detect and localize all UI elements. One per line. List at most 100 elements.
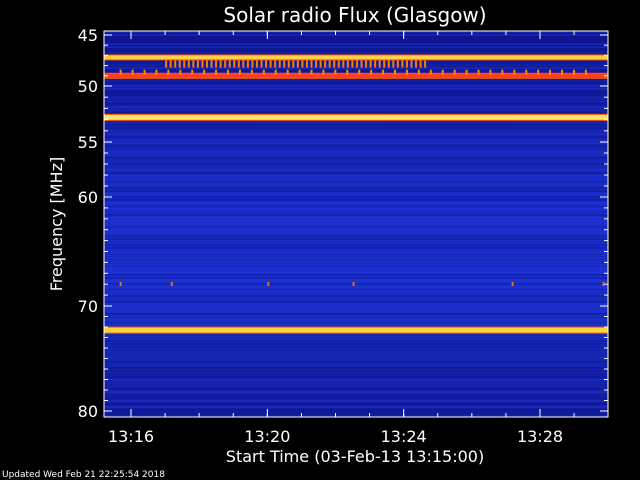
noise-stripe bbox=[104, 196, 608, 198]
y-tick-label: 60 bbox=[78, 188, 98, 207]
noise-stripe bbox=[104, 412, 608, 414]
burst-marker bbox=[305, 60, 308, 68]
noise-stripe bbox=[104, 391, 608, 393]
burst-marker bbox=[394, 69, 397, 75]
noise-stripes bbox=[104, 31, 608, 417]
noise-stripe bbox=[104, 187, 608, 189]
bright-spot bbox=[511, 282, 514, 287]
noise-stripe bbox=[104, 397, 608, 399]
noise-stripe bbox=[104, 166, 608, 168]
noise-stripe bbox=[104, 283, 608, 285]
burst-marker bbox=[119, 69, 122, 75]
x-tick-label: 13:16 bbox=[108, 427, 154, 446]
noise-stripe bbox=[104, 229, 608, 231]
burst-marker bbox=[286, 69, 289, 75]
emission-band bbox=[104, 114, 608, 120]
noise-stripe bbox=[104, 100, 608, 102]
burst-marker bbox=[274, 60, 277, 68]
burst-marker bbox=[131, 69, 134, 75]
bright-spot bbox=[170, 282, 173, 287]
burst-marker bbox=[187, 60, 190, 68]
burst-marker bbox=[351, 60, 354, 68]
burst-marker bbox=[287, 60, 290, 68]
burst-marker bbox=[501, 69, 504, 75]
noise-stripe bbox=[104, 358, 608, 360]
noise-stripe bbox=[104, 250, 608, 252]
noise-stripe bbox=[104, 217, 608, 219]
burst-marker bbox=[298, 69, 301, 75]
noise-stripe bbox=[104, 202, 608, 204]
noise-stripe bbox=[104, 205, 608, 207]
noise-stripe bbox=[104, 310, 608, 312]
burst-marker bbox=[319, 60, 322, 68]
burst-marker bbox=[429, 69, 432, 75]
burst-marker bbox=[346, 69, 349, 75]
burst-marker bbox=[274, 69, 277, 75]
burst-marker bbox=[262, 69, 265, 75]
burst-marker bbox=[382, 69, 385, 75]
plot-frame bbox=[103, 30, 609, 418]
noise-stripe bbox=[104, 175, 608, 177]
plot-background bbox=[104, 31, 608, 417]
burst-marker bbox=[392, 60, 395, 68]
bright-spot bbox=[352, 282, 355, 287]
noise-stripe bbox=[104, 193, 608, 195]
noise-stripe bbox=[104, 67, 608, 69]
noise-stripe bbox=[104, 346, 608, 348]
burst-marker bbox=[419, 60, 422, 68]
x-tick-label: 13:20 bbox=[244, 427, 290, 446]
burst-marker bbox=[405, 69, 408, 75]
burst-marker bbox=[572, 69, 575, 75]
noise-stripe bbox=[104, 349, 608, 351]
burst-marker bbox=[174, 60, 177, 68]
noise-stripe bbox=[104, 268, 608, 270]
noise-stripe bbox=[104, 415, 608, 417]
noise-stripe bbox=[104, 124, 608, 126]
x-tick-label: 13:24 bbox=[381, 427, 427, 446]
noise-stripe bbox=[104, 88, 608, 90]
noise-stripe bbox=[104, 43, 608, 45]
burst-marker bbox=[167, 69, 170, 75]
noise-stripe bbox=[104, 355, 608, 357]
noise-stripe bbox=[104, 112, 608, 114]
noise-stripe bbox=[104, 154, 608, 156]
noise-stripe bbox=[104, 292, 608, 294]
noise-stripe bbox=[104, 241, 608, 243]
burst-marker bbox=[337, 60, 340, 68]
burst-marker bbox=[155, 69, 158, 75]
burst-marker bbox=[265, 60, 268, 68]
noise-stripe bbox=[104, 289, 608, 291]
noise-stripe bbox=[104, 259, 608, 261]
noise-stripe bbox=[104, 34, 608, 36]
noise-stripe bbox=[104, 265, 608, 267]
noise-stripe bbox=[104, 223, 608, 225]
burst-marker bbox=[383, 60, 386, 68]
burst-marker bbox=[192, 60, 195, 68]
updated-timestamp: Updated Wed Feb 21 22:25:54 2018 bbox=[2, 470, 165, 480]
burst-marker bbox=[584, 69, 587, 75]
burst-marker bbox=[301, 60, 304, 68]
noise-stripe bbox=[104, 121, 608, 123]
emission-band bbox=[104, 55, 608, 60]
burst-marker bbox=[315, 60, 318, 68]
burst-marker bbox=[360, 60, 363, 68]
x-axis: 13:16 13:20 13:24 13:28 bbox=[108, 31, 575, 446]
noise-stripe bbox=[104, 127, 608, 129]
burst-marker bbox=[169, 60, 172, 68]
noise-stripe bbox=[104, 85, 608, 87]
burst-marker bbox=[525, 69, 528, 75]
x-tick-label: 13:28 bbox=[517, 427, 563, 446]
burst-marker bbox=[355, 60, 358, 68]
burst-marker bbox=[242, 60, 245, 68]
burst-marker bbox=[143, 69, 146, 75]
noise-stripe bbox=[104, 31, 608, 33]
noise-stripe bbox=[104, 157, 608, 159]
noise-stripe bbox=[104, 103, 608, 105]
burst-marker bbox=[283, 60, 286, 68]
burst-marker bbox=[210, 60, 213, 68]
noise-stripe bbox=[104, 199, 608, 201]
burst-marker bbox=[417, 69, 420, 75]
noise-stripe bbox=[104, 313, 608, 315]
noise-stripe bbox=[104, 133, 608, 135]
noise-stripe bbox=[104, 244, 608, 246]
